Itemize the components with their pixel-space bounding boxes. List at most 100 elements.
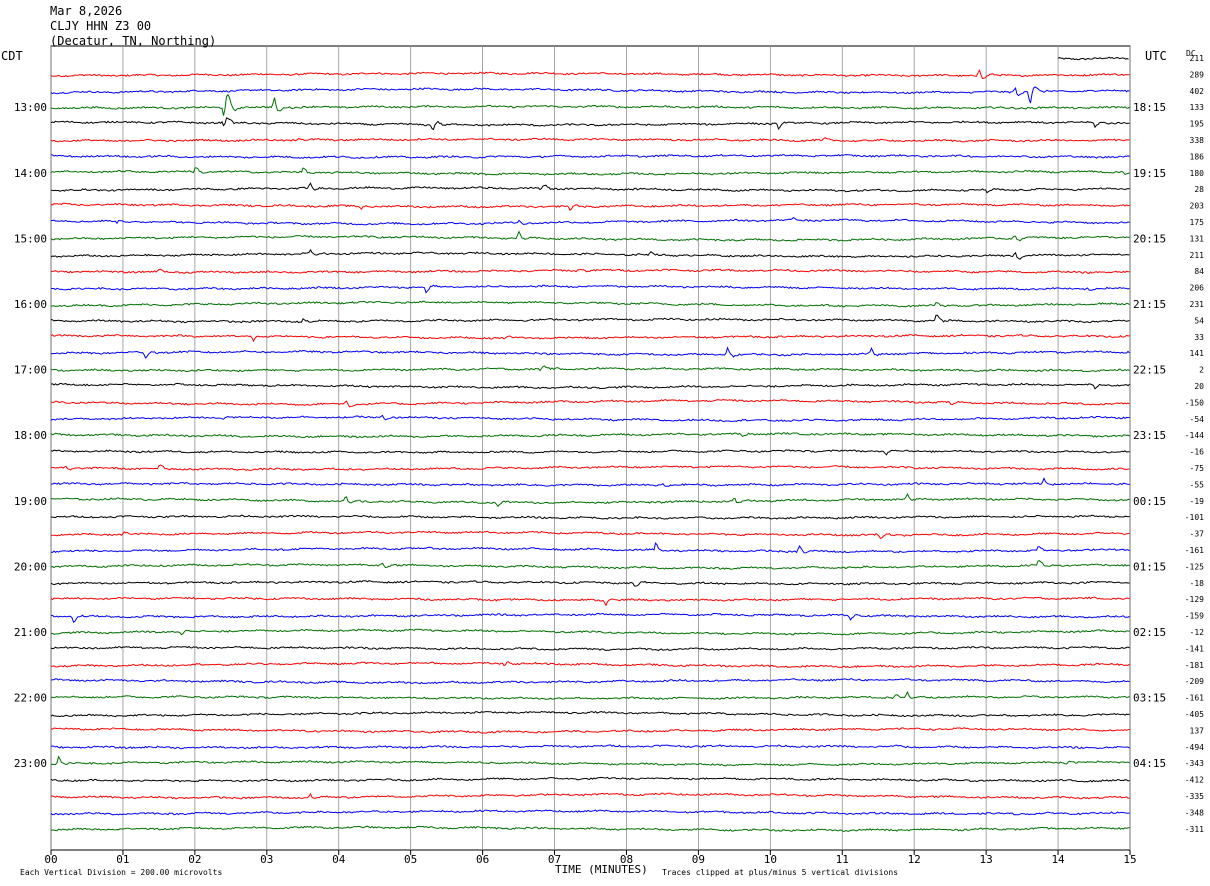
trace-row: [50, 755, 1130, 767]
trace-row: [50, 230, 1130, 242]
trace-row: [50, 382, 1130, 390]
x-tick-label: 09: [692, 853, 705, 866]
dc-offset-label: -343: [1185, 759, 1204, 768]
trace-row: [50, 809, 1130, 816]
x-tick-label: 03: [260, 853, 273, 866]
utc-hour-label: 19:15: [1133, 167, 1166, 180]
dc-offset-label: 186: [1190, 152, 1205, 161]
trace-row: [50, 86, 1130, 104]
x-tick-label: 01: [116, 853, 129, 866]
x-tick-label: 12: [908, 853, 921, 866]
trace-row: [50, 93, 1130, 116]
x-tick-label: 14: [1051, 853, 1065, 866]
trace-row: [50, 710, 1130, 718]
dc-offset-label: -12: [1190, 628, 1205, 637]
trace-row: [50, 492, 1130, 508]
trace-row: [50, 530, 1130, 540]
trace-row: [50, 514, 1130, 520]
right-timezone-label: UTC: [1145, 49, 1167, 63]
trace-row: [50, 792, 1130, 800]
utc-hour-label: 20:15: [1133, 232, 1166, 245]
trace-row: [50, 314, 1130, 324]
trace-row: [50, 776, 1130, 783]
trace-row: [50, 661, 1130, 669]
left-timezone-label: CDT: [1, 49, 23, 63]
dc-offset-label: 54: [1194, 316, 1204, 325]
dc-offset-label: 289: [1190, 70, 1205, 79]
trace-row: [51, 678, 1130, 685]
trace-row: [51, 612, 1130, 623]
x-tick-label: 04: [332, 853, 346, 866]
utc-hour-label: 01:15: [1133, 560, 1166, 573]
trace-row: [50, 542, 1130, 554]
trace-row: [50, 248, 1130, 260]
trace-row: [50, 300, 1130, 308]
cdt-hour-label: 23:00: [14, 757, 47, 770]
dc-offset-label: -18: [1190, 579, 1205, 588]
trace-row: [50, 744, 1130, 750]
cdt-hour-label: 18:00: [14, 429, 47, 442]
trace-row: [50, 414, 1130, 423]
dc-offset-label: -101: [1185, 513, 1204, 522]
x-axis-label: TIME (MINUTES): [555, 863, 648, 876]
cdt-hour-label: 15:00: [14, 232, 47, 245]
dc-offset-label: -412: [1185, 776, 1204, 785]
x-tick-label: 00: [44, 853, 57, 866]
dc-offset-label: 33: [1194, 333, 1204, 342]
x-tick-label: 05: [404, 853, 417, 866]
dc-label: DC: [1186, 49, 1196, 58]
utc-hour-label: 23:15: [1133, 429, 1166, 442]
dc-offset-label: 231: [1190, 300, 1205, 309]
trace-row: [50, 398, 1130, 408]
dc-offset-label: 211: [1190, 251, 1205, 260]
dc-offset-label: -494: [1185, 743, 1204, 752]
vertical-division-note: Each Vertical Division = 200.00 microvol…: [20, 868, 222, 877]
header-station: CLJY HHN Z3 00: [50, 19, 152, 33]
dc-offset-label: -55: [1190, 480, 1205, 489]
trace-row: [50, 628, 1130, 636]
dc-offset-label: 141: [1190, 349, 1205, 358]
trace-row: [50, 477, 1130, 487]
dc-offset-label: -19: [1190, 497, 1205, 506]
utc-hour-label: 18:15: [1133, 101, 1166, 114]
dc-offset-label: 211: [1190, 54, 1205, 63]
dc-offset-label: -75: [1190, 464, 1205, 473]
header-date: Mar 8,2026: [50, 4, 123, 18]
dc-offset-label: 175: [1190, 218, 1205, 227]
utc-hour-label: 00:15: [1133, 495, 1166, 508]
dc-offset-label: -37: [1190, 530, 1205, 539]
x-tick-label: 06: [476, 853, 489, 866]
dc-offset-label: -150: [1185, 398, 1204, 407]
x-tick-label: 15: [1123, 853, 1136, 866]
dc-offset-label: 180: [1190, 169, 1205, 178]
header-location: (Decatur, TN, Northing): [50, 34, 217, 48]
utc-hour-label: 22:15: [1133, 364, 1166, 377]
cdt-hour-label: 16:00: [14, 298, 47, 311]
trace-row: [50, 645, 1130, 652]
trace-row: [50, 216, 1130, 226]
trace-row: [50, 202, 1130, 212]
dc-offset-label: -161: [1185, 546, 1204, 555]
trace-row: [50, 117, 1130, 131]
cdt-hour-label: 14:00: [14, 167, 47, 180]
trace-row: [50, 596, 1130, 607]
trace-row: [50, 333, 1130, 343]
x-tick-label: 02: [188, 853, 201, 866]
cdt-hour-label: 21:00: [14, 626, 47, 639]
dc-offset-label: -141: [1185, 644, 1204, 653]
trace-row: [50, 825, 1130, 832]
dc-offset-label: -405: [1185, 710, 1204, 719]
dc-offset-label: 338: [1190, 136, 1205, 145]
dc-offset-label: -311: [1185, 825, 1204, 834]
trace-row: [50, 690, 1130, 701]
dc-offset-label: 402: [1190, 87, 1205, 96]
utc-hour-label: 21:15: [1133, 298, 1166, 311]
trace-row: [50, 346, 1130, 359]
utc-hour-label: 03:15: [1133, 692, 1166, 705]
x-tick-label: 13: [980, 853, 993, 866]
trace-row: [50, 365, 1130, 373]
clip-note: Traces clipped at plus/minus 5 vertical …: [662, 868, 898, 877]
dc-offset-label: 137: [1190, 726, 1205, 735]
x-tick-label: 07: [548, 853, 561, 866]
